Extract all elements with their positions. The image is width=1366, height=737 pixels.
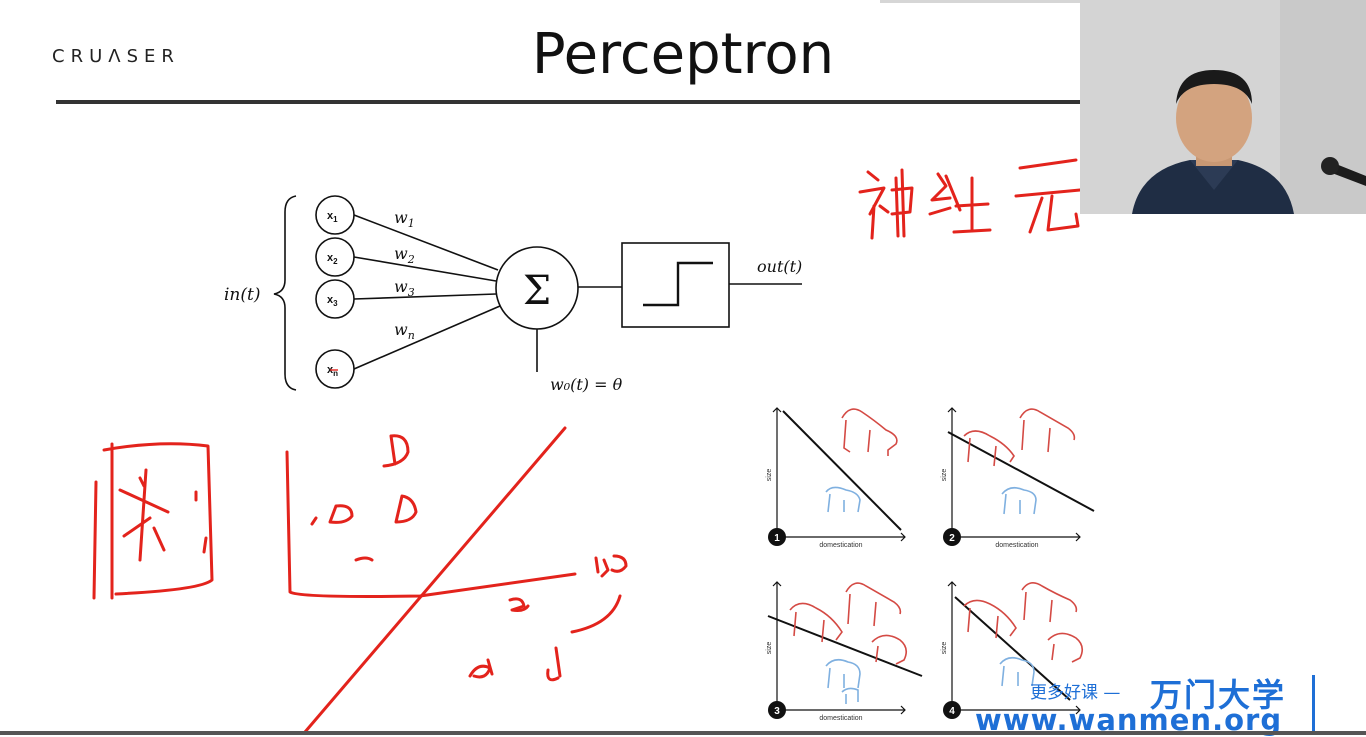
panel-3-dog-c [871,634,908,665]
panel-3-boundary [767,615,923,677]
panel-1 [772,407,906,542]
handwritten-char [92,468,208,600]
panel-4-number-badge [943,701,961,719]
cruiser-logo: CRUɅSER [52,46,180,67]
panel-2-dog-b [1019,408,1076,453]
panel-3-number: 3 [774,706,780,717]
panel-1-ylabel: size [766,469,773,482]
panel-2-xlabel: domestication [995,542,1038,549]
handwritten-axes [285,450,577,598]
weight-w1-label: w1 [394,208,415,230]
input-x2-label: x2 [327,252,338,266]
handwritten-mark-1 [382,434,410,468]
slide-title: Perceptron [531,22,835,87]
panel-4-dog-a [963,599,1017,639]
panel-3-cat-b [841,687,859,704]
panel-1-number-badge [768,528,786,546]
edge-xn [353,305,501,370]
handwritten-box [102,442,214,600]
panel-4-dog-c [1047,632,1084,663]
panel-1-number: 1 [774,533,780,544]
perceptron-diagram [273,195,802,391]
panel-2-ylabel: size [941,469,948,482]
panel-2-cat [1001,486,1037,515]
watermark-brand: 万门大学 [1150,676,1287,714]
panel-3-dog-b [845,582,902,627]
edge-x2 [353,256,497,282]
panel-4-dog-b [1021,582,1078,623]
edge-x3 [353,293,497,300]
input-x3-label: x3 [327,294,338,308]
perceptron-labels: in(t) x1 x2 x3 xn w1 w2 w3 wn Σ w₀(t) = … [224,208,802,394]
panel-3-ylabel: size [766,642,773,655]
panel-2-boundary [947,431,1095,512]
panel-3-dog-a [789,602,843,643]
panel-2-number: 2 [949,533,955,544]
handwritten-decision-line [303,426,567,734]
bottom-bar [0,731,1366,735]
presenter-figure [1080,0,1366,214]
title-divider [56,100,1086,104]
handwritten-neuron-cn [858,158,1082,240]
top-strip [880,0,1170,3]
input-x1-label: x1 [327,210,338,224]
inputs-label: in(t) [224,285,260,305]
panel-1-dog [841,408,898,456]
handwritten-annotations [92,158,1082,734]
input-brace [273,195,297,391]
step-function-curve [643,261,713,307]
panel-4-boundary [954,596,1071,701]
handwritten-curve [570,594,622,634]
panel-3 [767,581,923,715]
panel-4-number: 4 [949,706,955,717]
panel-2 [947,407,1095,542]
weight-w3-label: w3 [394,277,415,299]
handwritten-mark-7 [546,646,562,682]
presenter-webcam [1080,0,1366,214]
handwritten-mark-3 [310,504,354,526]
sigma-symbol: Σ [523,268,551,314]
handwritten-mark-8 [594,554,628,578]
handwritten-mark-5 [508,597,530,612]
panel-4-cat [999,656,1035,687]
weight-w2-label: w2 [394,244,415,266]
panel-3-cat-a [825,658,861,689]
edge-x1 [353,214,499,271]
panel-2-axes [951,408,1080,538]
bias-label: w₀(t) = θ [550,375,623,394]
panel-1-xlabel: domestication [819,542,862,549]
panel-3-number-badge [768,701,786,719]
panel-4 [947,581,1084,715]
panel-3-xlabel: domestication [819,715,862,722]
watermark-bar [1312,675,1315,731]
panel-2-number-badge [943,528,961,546]
handwritten-mark-6 [468,658,494,679]
panel-4-ylabel: size [941,642,948,655]
panel-1-axes [776,408,905,538]
weight-wn-label: wn [394,320,415,342]
step-activation-box [621,242,730,328]
handwritten-mark-2 [394,494,418,524]
handwritten-mark-4 [354,556,374,562]
watermark-tagline: 更多好课 — [1030,683,1121,703]
panel-1-boundary [782,410,902,531]
panel-3-axes [776,582,905,711]
panel-1-cat [825,486,861,513]
panel-2-dog-a [963,430,1015,467]
output-label: out(t) [757,257,802,276]
classification-panels: 1 domestication size 2 domestication siz… [766,407,1095,722]
